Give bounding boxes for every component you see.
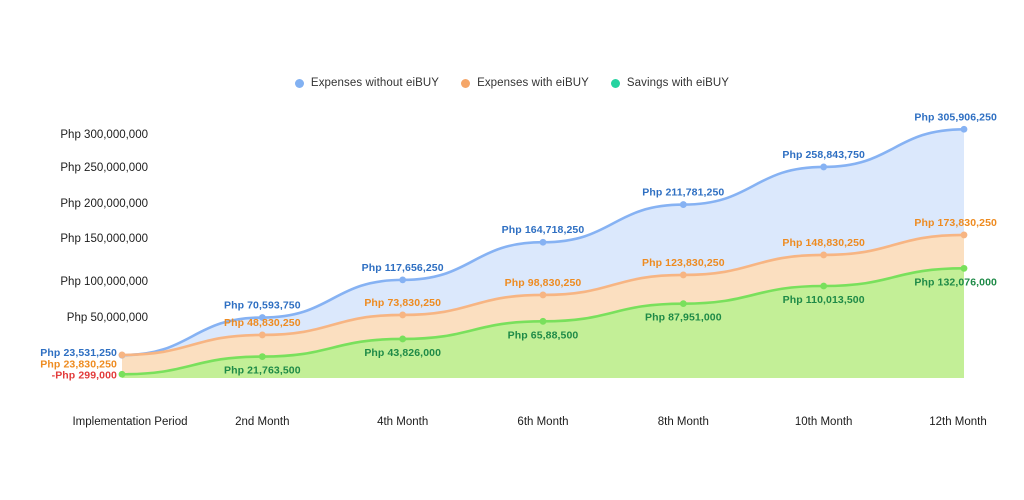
x-axis-category-label: 12th Month bbox=[929, 416, 987, 428]
data-point-label: Php 173,830,250 bbox=[914, 217, 997, 229]
data-point-marker[interactable] bbox=[258, 314, 266, 321]
data-point-marker[interactable] bbox=[679, 201, 687, 208]
data-point-label: Php 258,843,750 bbox=[782, 149, 865, 161]
data-point-label: Php 164,718,250 bbox=[502, 224, 585, 236]
legend-label-savings-with-eibuy: Savings with eiBUY bbox=[626, 77, 730, 89]
legend-item-savings-with-eibuy[interactable]: Savings with eiBUY bbox=[610, 77, 730, 89]
legend-item-expenses-without-eibuy[interactable]: Expenses without eiBUY bbox=[294, 77, 440, 89]
x-axis-category-label: 4th Month bbox=[377, 416, 428, 428]
y-axis-tick-label: Php 200,000,000 bbox=[60, 198, 148, 210]
data-point-label: Php 211,781,250 bbox=[642, 187, 724, 199]
data-point-label: -Php 299,000 bbox=[52, 370, 117, 382]
data-point-label: Php 23,531,250 bbox=[40, 347, 117, 359]
data-point-label: Php 73,830,250 bbox=[364, 297, 441, 309]
x-axis-category-label: Implementation Period bbox=[72, 416, 187, 428]
data-point-label: Php 132,076,000 bbox=[914, 276, 997, 288]
data-point-label: Php 23,830,250 bbox=[40, 359, 117, 371]
legend-blue-dot-icon bbox=[294, 78, 304, 88]
data-point-marker[interactable] bbox=[118, 351, 126, 359]
x-axis-category-label: 8th Month bbox=[658, 416, 709, 428]
y-axis-tick-label: Php 50,000,000 bbox=[67, 312, 148, 324]
data-point-marker[interactable] bbox=[118, 370, 126, 378]
data-point-label: Php 48,830,250 bbox=[224, 317, 301, 329]
data-point-label: Php 87,951,000 bbox=[645, 312, 722, 324]
data-point-label: Php 98,830,250 bbox=[505, 277, 582, 289]
data-point-label: Php 21,763,500 bbox=[224, 365, 301, 377]
data-point-marker[interactable] bbox=[258, 331, 266, 339]
data-point-marker[interactable] bbox=[539, 238, 547, 246]
data-point-label: Php 43,826,000 bbox=[364, 347, 441, 359]
y-axis-tick-label: Php 250,000,000 bbox=[60, 162, 148, 174]
data-point-label: Php 123,830,250 bbox=[642, 257, 725, 269]
y-axis-tick-label: Php 300,000,000 bbox=[60, 129, 148, 141]
data-point-marker[interactable] bbox=[679, 300, 687, 308]
data-point-marker[interactable] bbox=[539, 317, 547, 325]
x-axis-category-label: 6th Month bbox=[517, 416, 568, 428]
data-point-marker[interactable] bbox=[960, 125, 968, 133]
data-point-marker[interactable] bbox=[399, 311, 407, 319]
data-point-marker[interactable] bbox=[399, 335, 407, 343]
legend-item-expenses-with-eibuy[interactable]: Expenses with eiBUY bbox=[461, 77, 589, 89]
data-point-label: Php 305,906,250 bbox=[914, 111, 997, 123]
data-point-label: Php 148,830,250 bbox=[782, 237, 865, 249]
x-axis-category-label: 2nd Month bbox=[235, 416, 289, 428]
data-point-marker[interactable] bbox=[820, 251, 828, 259]
y-axis-tick-label: Php 100,000,000 bbox=[60, 276, 148, 288]
data-point-marker[interactable] bbox=[258, 353, 266, 360]
data-point-label: Php 117,656,250 bbox=[362, 262, 444, 274]
chart-legend: Expenses without eiBUY Expenses with eiB… bbox=[0, 77, 1024, 89]
legend-teal-dot-icon bbox=[610, 78, 620, 88]
data-point-marker[interactable] bbox=[399, 276, 407, 284]
data-point-marker[interactable] bbox=[960, 231, 968, 239]
data-point-marker[interactable] bbox=[679, 271, 687, 279]
data-point-label: Php 70,593,750 bbox=[224, 300, 301, 312]
data-point-marker[interactable] bbox=[960, 264, 968, 272]
legend-orange-dot-icon bbox=[461, 78, 471, 88]
legend-label-expenses-with-eibuy: Expenses with eiBUY bbox=[477, 77, 589, 89]
data-point-label: Php 65,88,500 bbox=[508, 329, 579, 341]
data-point-marker[interactable] bbox=[820, 163, 828, 171]
data-point-label: Php 110,013,500 bbox=[783, 294, 865, 306]
legend-label-expenses-without-eibuy: Expenses without eiBUY bbox=[310, 77, 440, 89]
y-axis-tick-label: Php 150,000,000 bbox=[60, 233, 148, 245]
x-axis-category-label: 10th Month bbox=[795, 416, 853, 428]
data-point-marker[interactable] bbox=[539, 291, 547, 299]
data-point-marker[interactable] bbox=[820, 282, 828, 290]
